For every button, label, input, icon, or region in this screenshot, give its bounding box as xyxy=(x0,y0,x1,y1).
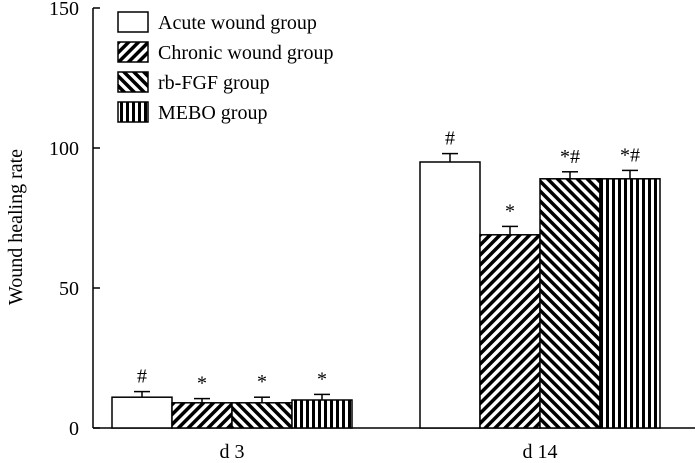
y-tick-label: 150 xyxy=(49,0,79,20)
significance-label: *# xyxy=(620,144,640,166)
y-axis-title: Wound healing rate xyxy=(5,149,27,305)
legend-label: rb-FGF group xyxy=(158,72,270,94)
significance-label: # xyxy=(445,128,455,150)
legend-swatch xyxy=(118,42,148,62)
bar xyxy=(480,235,540,428)
legend-label: Chronic wound group xyxy=(158,42,334,64)
y-tick-label: 50 xyxy=(59,278,79,300)
bar xyxy=(112,397,172,428)
bar xyxy=(600,179,660,428)
y-tick-label: 100 xyxy=(49,138,79,160)
x-tick-label: d 3 xyxy=(220,441,245,463)
significance-label: * xyxy=(257,371,267,393)
bars: # * * *#**# *# xyxy=(112,128,660,428)
significance-label: # xyxy=(137,366,147,388)
legend-label: Acute wound group xyxy=(158,12,317,34)
bar xyxy=(420,162,480,428)
significance-label: * xyxy=(505,200,515,222)
legend-swatch xyxy=(118,102,148,122)
significance-label: *# xyxy=(560,146,580,168)
x-tick-label: d 14 xyxy=(523,441,558,463)
legend-label: MEBO group xyxy=(158,102,267,124)
bar xyxy=(172,403,232,428)
significance-label: * xyxy=(317,368,327,390)
bar xyxy=(232,403,292,428)
legend-swatch xyxy=(118,72,148,92)
legend-swatch xyxy=(118,12,148,32)
bar xyxy=(292,400,352,428)
legend: Acute wound group Chronic wound group rb-F… xyxy=(118,12,334,124)
significance-label: * xyxy=(197,373,207,395)
y-tick-label: 0 xyxy=(69,418,79,440)
bar xyxy=(540,179,600,428)
